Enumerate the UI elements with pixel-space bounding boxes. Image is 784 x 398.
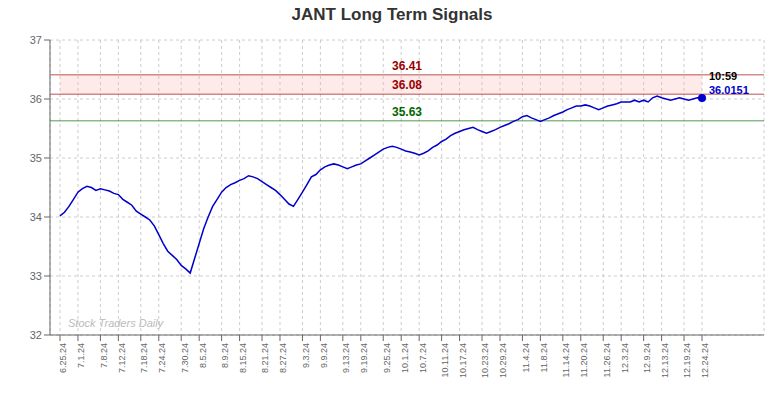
svg-text:8.27.24: 8.27.24 (278, 343, 288, 373)
svg-text:36.41: 36.41 (392, 59, 422, 73)
svg-text:7.18.24: 7.18.24 (139, 343, 149, 373)
svg-text:11.20.24: 11.20.24 (579, 343, 589, 377)
svg-text:8.9.24: 8.9.24 (220, 343, 230, 368)
svg-text:9.19.24: 9.19.24 (359, 343, 369, 373)
svg-text:7.1.24: 7.1.24 (76, 343, 86, 368)
svg-text:33: 33 (30, 270, 42, 282)
svg-text:11.14.24: 11.14.24 (561, 343, 571, 377)
svg-text:34: 34 (30, 211, 42, 223)
svg-text:36: 36 (30, 93, 42, 105)
svg-text:9.9.24: 9.9.24 (319, 343, 329, 368)
svg-text:8.5.24: 8.5.24 (198, 343, 208, 368)
svg-text:12.24.24: 12.24.24 (700, 343, 710, 378)
svg-text:7.12.24: 7.12.24 (117, 343, 127, 373)
svg-text:10:59: 10:59 (709, 70, 737, 82)
svg-text:12.9.24: 12.9.24 (642, 343, 652, 373)
svg-text:9.13.24: 9.13.24 (341, 343, 351, 373)
svg-text:12.19.24: 12.19.24 (682, 343, 692, 378)
html-text:Stock Traders Daily: Stock Traders Daily (68, 317, 164, 329)
svg-text:10.23.24: 10.23.24 (480, 343, 490, 378)
svg-text:10.17.24: 10.17.24 (458, 343, 468, 378)
svg-text:9.3.24: 9.3.24 (301, 343, 311, 368)
svg-text:7.30.24: 7.30.24 (180, 343, 190, 373)
svg-text:10.11.24: 10.11.24 (440, 343, 450, 377)
svg-text:10.7.24: 10.7.24 (418, 343, 428, 373)
svg-text:11.26.24: 11.26.24 (602, 343, 612, 377)
svg-text:10.29.24: 10.29.24 (498, 343, 508, 378)
svg-text:35: 35 (30, 152, 42, 164)
svg-text:7.8.24: 7.8.24 (99, 343, 109, 368)
svg-text:37: 37 (30, 34, 42, 46)
svg-text:12.13.24: 12.13.24 (660, 343, 670, 378)
svg-text:36.0151: 36.0151 (709, 84, 749, 96)
svg-text:36.08: 36.08 (392, 78, 422, 92)
svg-text:9.25.24: 9.25.24 (382, 343, 392, 373)
svg-text:7.24.24: 7.24.24 (157, 343, 167, 373)
svg-text:10.1.24: 10.1.24 (400, 343, 410, 373)
svg-text:8.15.24: 8.15.24 (238, 343, 248, 373)
svg-text:11.8.24: 11.8.24 (539, 343, 549, 372)
svg-text:32: 32 (30, 329, 42, 341)
html-text:JANT Long Term Signals: JANT Long Term Signals (291, 5, 493, 24)
svg-text:8.21.24: 8.21.24 (260, 343, 270, 373)
svg-text:11.4.24: 11.4.24 (521, 343, 531, 372)
svg-text:6.25.24: 6.25.24 (58, 343, 68, 373)
svg-text:35.63: 35.63 (392, 105, 422, 119)
svg-text:12.3.24: 12.3.24 (620, 343, 630, 373)
